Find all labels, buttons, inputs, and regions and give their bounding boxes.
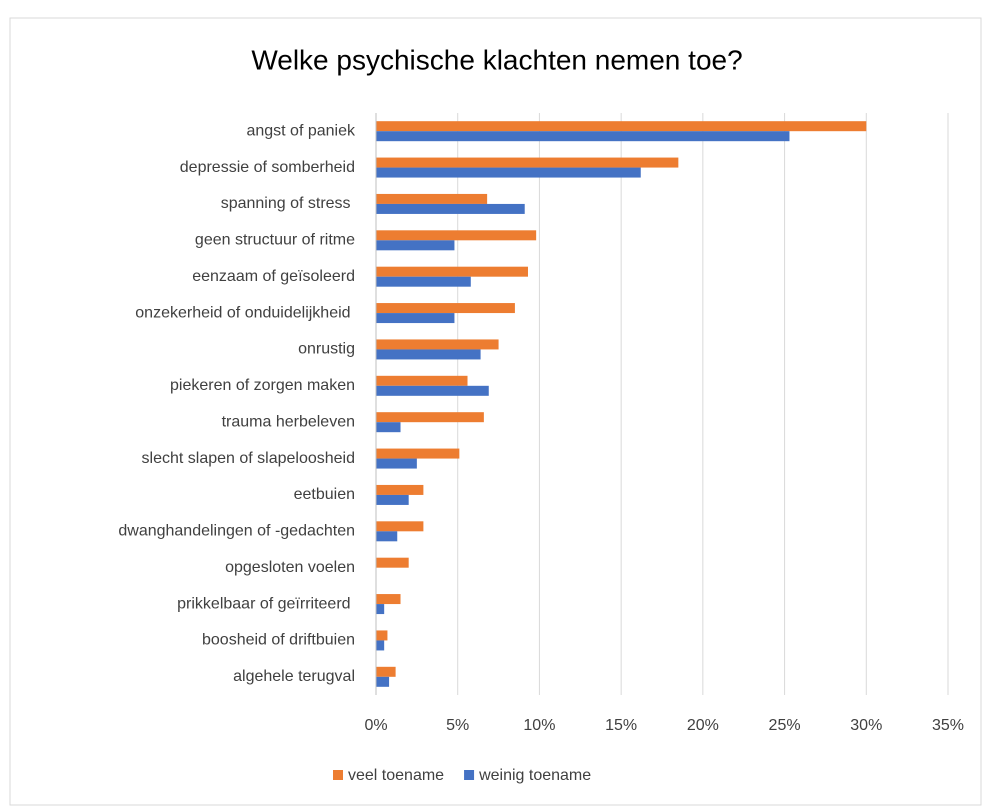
x-tick-label: 35% — [932, 717, 964, 734]
x-tick-label: 20% — [687, 717, 719, 734]
bar — [376, 339, 499, 350]
x-tick-label: 10% — [523, 717, 555, 734]
bar — [376, 640, 385, 651]
y-tick-label: boosheid of driftbuien — [202, 632, 355, 649]
bar — [376, 422, 401, 433]
bar — [376, 666, 396, 677]
bar — [376, 266, 528, 277]
bar — [376, 203, 525, 214]
x-tick-label: 15% — [605, 717, 637, 734]
bar — [376, 448, 460, 459]
y-tick-label: eenzaam of geïsoleerd — [192, 268, 355, 285]
x-tick-label: 25% — [769, 717, 801, 734]
bar — [376, 313, 455, 324]
legend-swatch — [333, 770, 343, 780]
bar — [376, 375, 468, 386]
bar — [376, 131, 790, 142]
y-tick-label: algehele terugval — [233, 668, 355, 685]
y-tick-label: slecht slapen of slapeloosheid — [142, 450, 355, 467]
y-tick-label: trauma herbeleven — [222, 413, 355, 430]
bar — [376, 303, 515, 314]
bar — [376, 604, 385, 615]
bar — [376, 157, 679, 168]
bar — [376, 385, 489, 396]
chart-title: Welke psychische klachten nemen toe? — [251, 44, 742, 75]
y-tick-label: eetbuien — [294, 486, 355, 503]
y-tick-label: dwanghandelingen of -gedachten — [118, 523, 355, 540]
bar — [376, 276, 471, 287]
y-tick-label: prikkelbaar of geïrriteerd — [177, 595, 355, 612]
bar — [376, 167, 641, 178]
y-tick-label: onrustig — [298, 341, 355, 358]
legend-swatch — [464, 770, 475, 780]
chart-frame — [9, 17, 982, 806]
bar — [376, 230, 537, 241]
bar — [376, 484, 424, 495]
legend-label: weinig toename — [478, 767, 591, 784]
bar — [376, 412, 484, 423]
bar — [376, 458, 417, 469]
legend-label: veel toename — [348, 767, 444, 784]
x-tick-label: 5% — [446, 717, 469, 734]
x-tick-label: 0% — [364, 717, 387, 734]
bar — [376, 494, 409, 505]
bar — [376, 531, 398, 542]
y-tick-label: depressie of somberheid — [180, 159, 355, 176]
bar — [376, 521, 424, 532]
y-tick-label: geen structuur of ritme — [195, 232, 355, 249]
bar — [376, 676, 390, 687]
bar — [376, 193, 488, 204]
x-tick-label: 30% — [850, 717, 882, 734]
bar — [376, 349, 481, 360]
y-tick-label: onzekerheid of onduidelijkheid — [135, 304, 355, 321]
bar — [376, 121, 867, 132]
y-tick-label: opgesloten voelen — [225, 559, 355, 576]
y-tick-label: spanning of stress — [221, 195, 355, 212]
bar — [376, 557, 409, 568]
y-tick-label: angst of paniek — [246, 122, 356, 139]
bar — [376, 594, 401, 605]
bar — [376, 240, 455, 251]
y-tick-label: piekeren of zorgen maken — [170, 377, 355, 394]
bar — [376, 630, 388, 641]
